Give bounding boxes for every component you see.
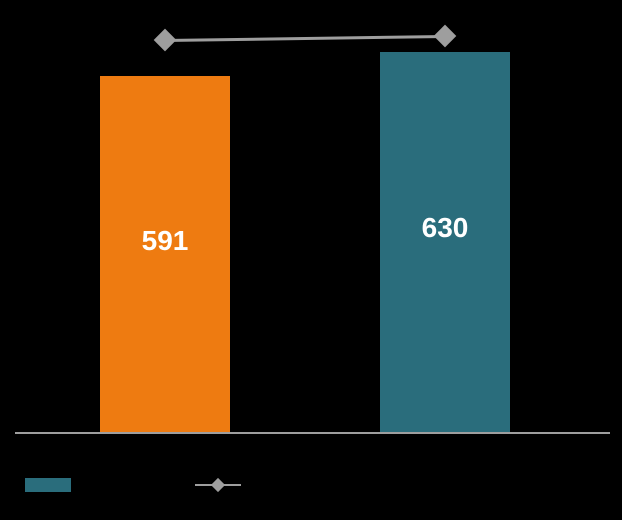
marker-series-line bbox=[165, 35, 445, 42]
bar-1: 630 bbox=[380, 52, 510, 432]
marker-diamond-1 bbox=[434, 25, 457, 48]
bar-value-label: 630 bbox=[380, 212, 510, 244]
bar-marker-chart: 591 630 bbox=[0, 0, 622, 520]
plot-area: 591 630 bbox=[0, 0, 622, 432]
marker-diamond-0 bbox=[154, 29, 177, 52]
legend-bar-swatch bbox=[25, 478, 71, 492]
bar-value-label: 591 bbox=[100, 225, 230, 257]
legend-diamond-icon bbox=[211, 478, 225, 492]
x-axis bbox=[15, 432, 610, 434]
bar-0: 591 bbox=[100, 76, 230, 432]
